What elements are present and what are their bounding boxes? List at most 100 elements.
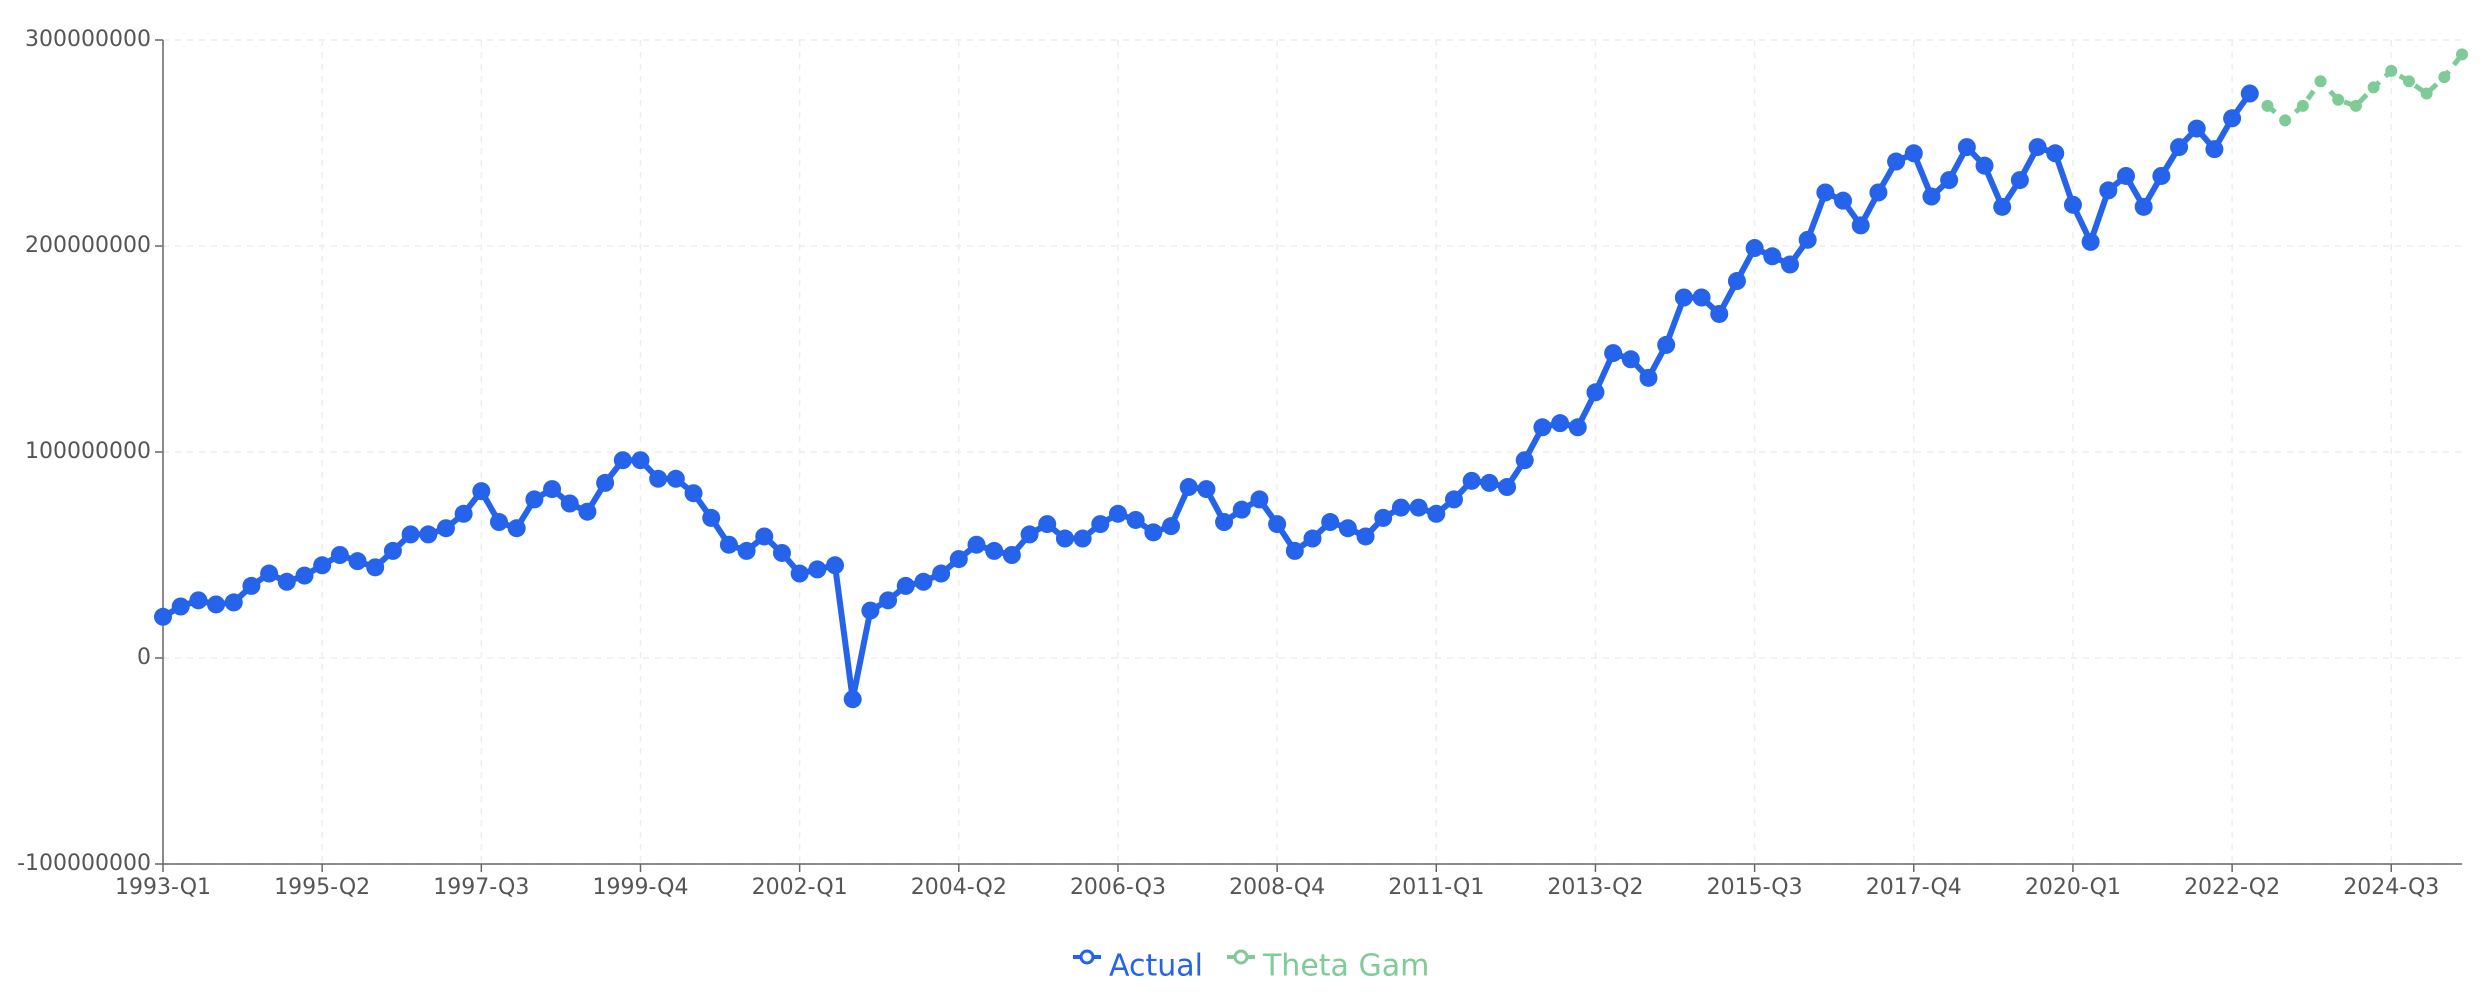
x-tick-label: 2002-Q1: [752, 875, 848, 900]
data-point: [684, 484, 703, 503]
x-tick-label: 1995-Q2: [274, 875, 370, 900]
data-point: [171, 597, 190, 616]
data-point: [472, 482, 491, 501]
data-point: [1480, 473, 1499, 492]
data-point: [2170, 138, 2189, 157]
data-point: [879, 591, 898, 610]
data-point: [1427, 504, 1446, 523]
data-point: [1126, 510, 1145, 529]
data-point: [2116, 166, 2135, 185]
data-point: [755, 527, 774, 546]
data-point: [1391, 498, 1410, 517]
x-tick-label: 2015-Q3: [1707, 875, 1803, 900]
legend-item[interactable]: Theta Gam: [1226, 949, 1429, 984]
data-point: [154, 607, 172, 626]
data-point: [348, 552, 367, 571]
data-point: [578, 502, 597, 521]
data-point: [1268, 515, 1287, 534]
data-point: [313, 556, 332, 575]
data-point: [1197, 480, 1216, 499]
data-point: [2223, 109, 2242, 128]
data-point: [383, 541, 402, 560]
data-point: [2296, 99, 2309, 112]
data-point: [401, 525, 420, 544]
data-point: [242, 576, 261, 595]
data-point: [490, 513, 509, 532]
data-point: [1621, 350, 1640, 369]
data-point: [1727, 272, 1746, 291]
data-point: [1462, 471, 1481, 490]
data-point: [2456, 48, 2468, 61]
data-point: [1338, 519, 1357, 538]
data-point: [1232, 500, 1251, 519]
x-tick-label: 1993-Q1: [115, 875, 211, 900]
data-point: [631, 451, 650, 470]
data-point: [419, 525, 438, 544]
data-point: [2152, 166, 2171, 185]
data-point: [224, 593, 243, 612]
data-point: [596, 473, 615, 492]
data-point: [1444, 490, 1463, 509]
data-point: [436, 519, 455, 538]
y-tick-label: 100000000: [25, 439, 151, 464]
data-point: [1321, 513, 1340, 532]
data-point: [613, 451, 632, 470]
data-point: [189, 591, 208, 610]
data-point: [2205, 140, 2224, 159]
data-point: [1745, 239, 1764, 258]
data-point: [1604, 344, 1623, 363]
data-point: [737, 541, 756, 560]
data-point: [896, 576, 915, 595]
data-point: [2367, 81, 2380, 94]
data-point: [277, 572, 296, 591]
legend-label: Theta Gam: [1262, 949, 1429, 984]
data-point: [1869, 183, 1888, 202]
data-point: [1215, 513, 1234, 532]
data-point: [2385, 64, 2398, 77]
legend-marker: [1079, 949, 1095, 965]
data-point: [1091, 515, 1110, 534]
data-point: [826, 556, 845, 575]
data-point: [861, 601, 880, 620]
data-point: [2063, 195, 2082, 214]
data-point: [2028, 138, 2047, 157]
data-point: [295, 566, 314, 585]
data-point: [932, 564, 951, 583]
data-point: [790, 564, 809, 583]
data-point: [1551, 414, 1570, 433]
data-point: [1674, 288, 1693, 307]
data-point: [1179, 478, 1198, 497]
data-point: [2134, 197, 2153, 216]
data-point: [808, 560, 827, 579]
series-line: [2265, 52, 2464, 123]
data-point: [1374, 508, 1393, 527]
x-tick-label: 2024-Q3: [2343, 875, 2439, 900]
y-tick-label: 0: [137, 645, 151, 670]
data-point: [1834, 191, 1853, 210]
data-point: [330, 546, 349, 564]
data-point: [2438, 71, 2451, 84]
data-point: [967, 535, 986, 554]
data-point: [1533, 418, 1552, 437]
legend-item[interactable]: Actual: [1073, 949, 1203, 984]
data-point: [2420, 87, 2433, 100]
x-tick-label: 2017-Q4: [1866, 875, 1962, 900]
data-point: [1285, 541, 1304, 560]
y-tick-label: 200000000: [25, 233, 151, 258]
data-point: [719, 535, 738, 554]
x-tick-label: 1999-Q4: [592, 875, 688, 900]
data-point: [1568, 418, 1587, 437]
data-point: [2240, 84, 2259, 103]
data-point: [1108, 504, 1127, 523]
data-point: [1515, 451, 1534, 470]
data-point: [666, 469, 685, 488]
data-point: [1993, 197, 2012, 216]
data-point: [1816, 183, 1835, 202]
data-point: [649, 469, 668, 488]
data-point: [507, 519, 526, 538]
data-point: [2402, 75, 2415, 88]
data-point: [560, 494, 579, 513]
data-point: [1922, 187, 1941, 206]
data-point: [1303, 529, 1322, 548]
x-tick-label: 2008-Q4: [1229, 875, 1325, 900]
